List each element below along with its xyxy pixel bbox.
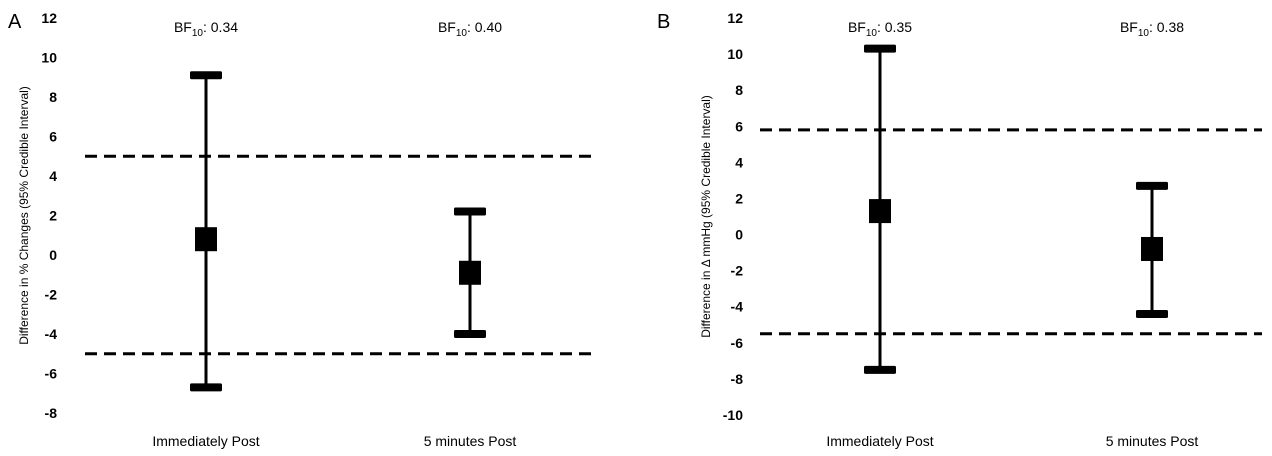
bayes-factor-label: BF10: 0.35 [848, 19, 912, 39]
y-tick-label: 8 [735, 82, 743, 98]
y-tick-label: 4 [735, 154, 743, 170]
error-cap-upper [864, 44, 896, 53]
y-tick-label: 12 [41, 10, 57, 26]
y-tick-label: 2 [735, 190, 743, 206]
error-cap-lower [864, 365, 896, 374]
point-estimate-marker [459, 260, 481, 285]
y-tick-label: 0 [735, 227, 743, 243]
y-tick-label: -2 [45, 287, 58, 303]
bayes-factor-label: BF10: 0.40 [438, 19, 502, 39]
panel-label: B [657, 11, 670, 33]
y-tick-label: -2 [731, 263, 744, 279]
y-tick-label: -4 [45, 326, 58, 342]
error-cap-lower [454, 330, 486, 338]
point-estimate-marker [1141, 236, 1163, 261]
y-tick-label: -6 [45, 366, 58, 382]
y-tick-label: -10 [723, 407, 743, 423]
x-category-label: Immediately Post [152, 433, 259, 449]
x-category-label: 5 minutes Post [1106, 433, 1199, 449]
y-tick-label: -4 [731, 299, 744, 315]
error-cap-upper [454, 207, 486, 216]
error-cap-upper [1136, 181, 1168, 190]
y-tick-label: 10 [727, 46, 743, 62]
error-cap-lower [1136, 309, 1168, 318]
y-tick-label: 12 [727, 10, 743, 26]
panel-label: A [8, 11, 22, 33]
y-tick-label: -6 [731, 335, 744, 351]
y-tick-label: -8 [45, 405, 58, 421]
y-tick-label: 4 [49, 168, 57, 184]
x-category-label: 5 minutes Post [424, 433, 517, 449]
y-axis-title: Difference in Δ mmHg (95% Credible Inter… [699, 95, 713, 338]
y-tick-label: -8 [731, 371, 744, 387]
y-tick-label: 10 [41, 50, 57, 66]
panel-b: B Difference in Δ mmHg (95% Credible Inte… [657, 10, 1262, 449]
panel-a: A Difference in % Changes (95% Credible I… [8, 10, 598, 449]
y-axis-title: Difference in % Changes (95% Credible In… [17, 86, 31, 345]
bayes-factor-label: BF10: 0.38 [1120, 19, 1184, 39]
point-estimate-marker [869, 199, 891, 224]
x-category-label: Immediately Post [826, 433, 933, 449]
error-cap-lower [190, 383, 222, 392]
point-estimate-marker [195, 227, 217, 252]
y-tick-label: 0 [49, 247, 57, 263]
error-cap-upper [190, 71, 222, 80]
y-tick-label: 6 [735, 118, 743, 134]
y-tick-label: 8 [49, 89, 57, 105]
y-tick-label: 6 [49, 129, 57, 145]
bayes-factor-label: BF10: 0.34 [174, 19, 238, 39]
y-tick-label: 2 [49, 208, 57, 224]
